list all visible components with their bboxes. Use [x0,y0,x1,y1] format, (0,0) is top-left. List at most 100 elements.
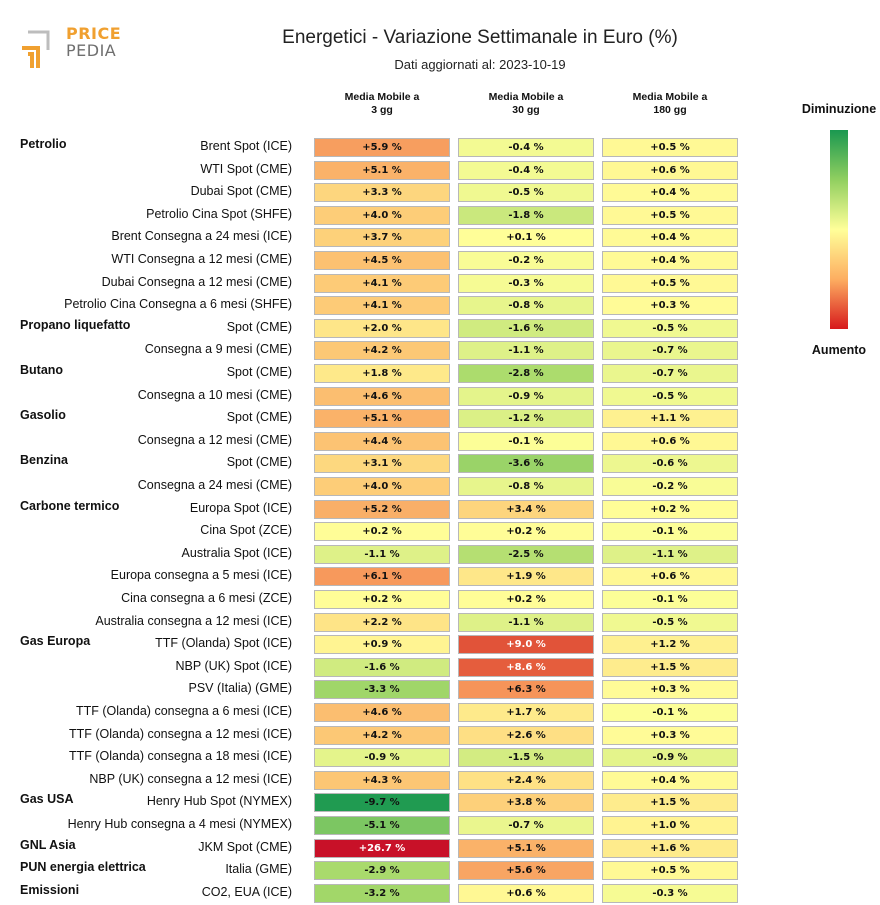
row-label: Spot (CME) [226,410,292,425]
heatmap-cell: +0.3 % [602,680,738,700]
row-label: WTI Consegna a 12 mesi (CME) [111,252,292,266]
heatmap-cell: +0.2 % [602,499,738,519]
row-label: Brent Spot (ICE) [200,139,292,153]
heatmap-cell: -1.1 % [458,341,594,361]
row-label: Dubai Consegna a 12 mesi (CME) [101,274,292,289]
group-label: Petrolio [20,137,67,151]
heatmap-cell: -0.3 % [458,273,594,293]
heatmap-cell: +3.1 % [314,454,450,474]
heatmap-cell: +4.6 % [314,703,450,722]
row-label: Consegna a 10 mesi (CME) [137,387,292,402]
heatmap-cell: +6.1 % [314,567,450,587]
heatmap-cell: +4.2 % [314,725,450,745]
heatmap-cell: -3.3 % [314,680,450,700]
heatmap-cell: +4.4 % [314,431,450,451]
heatmap-cell: -0.2 % [458,251,594,270]
heatmap-cell: -3.2 % [314,883,450,903]
row-label: Europa consegna a 5 mesi (ICE) [110,568,292,583]
heatmap-cell: -0.4 % [458,160,594,180]
row-label: JKM Spot (CME) [198,839,292,854]
heatmap-cell: +1.5 % [602,657,738,677]
row-label: Spot (CME) [226,365,292,379]
heatmap-cell: -3.6 % [458,454,594,474]
row-label: Petrolio Cina Consegna a 6 mesi (SHFE) [64,297,292,312]
heatmap-cell: -0.1 % [602,703,738,722]
heatmap-cell: -0.7 % [458,816,594,835]
heatmap-cell: -0.5 % [458,183,594,203]
row-label: Spot (CME) [226,455,292,470]
row-label: Australia consegna a 12 mesi (ICE) [95,613,292,628]
row-label: NBP (UK) Spot (ICE) [175,658,292,673]
group-label: Gas USA [20,792,74,807]
heatmap-cell: +4.0 % [314,205,450,225]
logo-line-1: PRICE [66,24,122,43]
heatmap-cell: +1.0 % [602,816,738,835]
row-label: Europa Spot (ICE) [189,500,292,515]
heatmap-cell: +1.2 % [602,635,738,655]
heatmap-cell: +0.2 % [314,590,450,609]
logo-line-2: PEDIA [66,41,117,60]
heatmap-cell: -9.7 % [314,793,450,813]
heatmap-cell: +0.2 % [314,522,450,542]
heatmap-cell: +0.3 % [602,725,738,745]
heatmap-cell: +0.6 % [602,431,738,451]
heatmap-cell: -1.8 % [458,205,594,225]
row-label: Spot (CME) [226,319,292,334]
heatmap-cell: +0.9 % [314,635,450,655]
row-label: Cina Spot (ZCE) [200,523,292,538]
group-label: Propano liquefatto [20,317,131,332]
heatmap-cell: +0.6 % [602,567,738,587]
heatmap-cell: -0.1 % [602,590,738,609]
heatmap-cell: +26.7 % [314,838,450,858]
group-label: Butano [20,363,64,377]
heatmap-cell: +4.3 % [314,770,450,790]
group-label: Benzina [20,453,68,468]
row-label: NBP (UK) consegna a 12 mesi (ICE) [89,771,292,786]
heatmap-cell: -0.3 % [602,883,738,903]
logo-mark-icon [22,30,50,68]
heatmap-cell: +3.7 % [314,228,450,248]
heatmap-cell: +1.7 % [458,703,594,722]
heatmap-cell: -0.8 % [458,296,594,316]
heatmap-cell: -0.8 % [458,477,594,496]
row-label: Italia (GME) [225,862,292,877]
heatmap-cell: +6.3 % [458,680,594,700]
heatmap-cell: +0.1 % [458,228,594,248]
heatmap-cell: +5.9 % [314,138,450,157]
heatmap-cell: +0.2 % [458,590,594,609]
heatmap-cell: +1.8 % [314,364,450,383]
heatmap-cell: +0.6 % [458,883,594,903]
heatmap-cell: -0.4 % [458,138,594,157]
pricepedia-logo: PRICE PEDIA [18,22,128,74]
row-label: Cina consegna a 6 mesi (ZCE) [121,591,292,605]
row-label: TTF (Olanda) consegna a 6 mesi (ICE) [75,704,292,718]
heatmap-cell: -2.5 % [458,544,594,564]
group-label: Emissioni [20,882,80,897]
heatmap-cell: -0.5 % [602,318,738,338]
row-label: TTF (Olanda) Spot (ICE) [155,636,292,651]
heatmap-cell: -1.5 % [458,748,594,768]
heatmap-cell: +0.4 % [602,251,738,270]
heatmap-cell: +0.5 % [602,205,738,225]
heatmap-cell: +5.6 % [458,861,594,881]
heatmap-cell: -1.6 % [458,318,594,338]
row-label: Australia Spot (ICE) [181,545,292,560]
legend-label-decrease: Diminuzione [801,102,877,116]
legend-label-increase: Aumento [811,343,867,357]
column-header-180gg: Media Mobile a 180 gg [632,91,708,116]
group-label: GNL Asia [20,837,76,852]
heatmap-cell: -0.9 % [458,386,594,406]
heatmap-cell: -1.1 % [458,612,594,632]
heatmap-cell: -1.1 % [314,544,450,564]
heatmap-cell: +0.5 % [602,138,738,157]
heatmap-cell: -5.1 % [314,816,450,835]
heatmap-cell: +0.4 % [602,228,738,248]
row-label: Henry Hub consegna a 4 mesi (NYMEX) [67,817,292,831]
heatmap-cell: +0.4 % [602,770,738,790]
heatmap-cell: -0.7 % [602,364,738,383]
legend-color-bar [830,130,848,329]
heatmap-cell: +1.6 % [602,838,738,858]
heatmap-cell: +0.5 % [602,861,738,881]
